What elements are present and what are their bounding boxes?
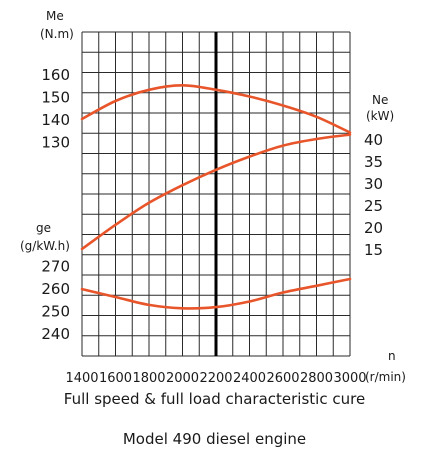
x-tick-label: 2600 [266, 371, 299, 386]
x-tick-label: 1800 [132, 371, 165, 386]
ne-axis-label: Ne [372, 93, 388, 107]
ne-tick-label: 25 [364, 197, 383, 215]
series-group [80, 83, 352, 310]
ge-tick-label: 270 [41, 258, 70, 276]
me-curve [80, 83, 352, 134]
x-axis-unit: (r/min) [365, 370, 406, 384]
x-tick-label: 1600 [99, 371, 132, 386]
x-tick-label: 2200 [199, 371, 232, 386]
x-tick-label: 2800 [300, 371, 333, 386]
ge-tick-label: 260 [41, 280, 70, 298]
ne-tick-label: 40 [364, 131, 383, 149]
ne-axis-unit: (kW) [366, 109, 394, 123]
ne-tick-label: 15 [364, 241, 383, 259]
x-tick-label: 1400 [65, 371, 98, 386]
ge-axis-label: ge [36, 221, 51, 235]
ne-curve [80, 133, 352, 251]
me-tick-label: 150 [41, 89, 70, 107]
me-tick-label: 160 [41, 66, 70, 84]
me-axis-unit: (N.m) [40, 27, 74, 41]
x-axis-label: n [388, 349, 396, 363]
me-axis: Me (N.m) 130 140 150 160 [40, 9, 74, 152]
ne-tick-label: 30 [364, 175, 383, 193]
me-axis-label: Me [46, 9, 64, 23]
ne-axis: Ne (kW) 15 20 25 30 35 40 [364, 93, 394, 259]
x-tick-label: 3000 [333, 371, 366, 386]
ne-tick-label: 35 [364, 153, 383, 171]
me-tick-label: 130 [41, 134, 70, 152]
ge-curve [80, 277, 352, 310]
ne-tick-label: 20 [364, 219, 383, 237]
ge-axis: ge (g/kW.h) 240 250 260 270 [20, 221, 70, 343]
ge-tick-label: 250 [41, 303, 70, 321]
ge-tick-label: 240 [41, 325, 70, 343]
x-tick-label: 2400 [233, 371, 266, 386]
x-tick-label: 2000 [166, 371, 199, 386]
x-axis: n (r/min) 1400 1600 1800 2000 2200 2400 2600 28… [65, 349, 406, 386]
chart-caption: Full speed & full load characteristic cu… [63, 390, 366, 408]
me-tick-label: 140 [41, 111, 70, 129]
chart-title: Model 490 diesel engine [122, 430, 307, 448]
ge-axis-unit: (g/kW.h) [20, 239, 70, 253]
